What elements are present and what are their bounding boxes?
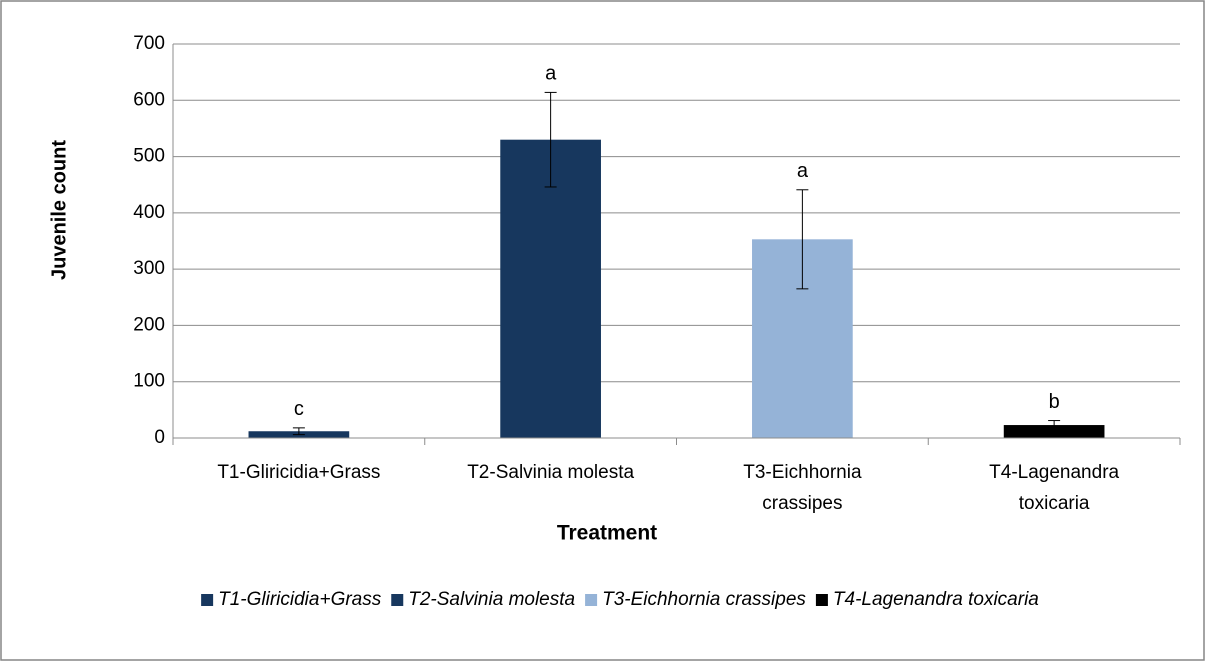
x-tick-label: T2-Salvinia molesta [467, 462, 634, 483]
legend: T1-Gliricidia+Grass T2-Salvinia molesta T3… [201, 589, 1039, 610]
legend-label: T1-Gliricidia+Grass [218, 589, 382, 610]
bar [500, 139, 601, 438]
annotation: c [294, 398, 304, 420]
legend-swatch [815, 594, 828, 606]
y-axis-label: Juvenile count [48, 140, 70, 280]
x-axis-label: Treatment [557, 522, 657, 545]
y-tick-label: 100 [133, 371, 165, 392]
annotation: a [797, 160, 809, 182]
legend-swatch [391, 594, 404, 606]
legend-label: T3-Eichhornia crassipes [602, 589, 806, 610]
legend-swatch [201, 594, 214, 606]
y-tick-label: 700 [133, 33, 165, 54]
legend-label: T2-Salvinia molesta [408, 589, 575, 610]
y-tick-label: 600 [133, 89, 165, 110]
legend-swatch [585, 594, 598, 606]
y-tick-label: 0 [154, 427, 165, 448]
x-tick-label: T1-Gliricidia+Grass [217, 462, 380, 483]
y-tick-label: 400 [133, 202, 165, 223]
y-tick-label: 300 [133, 258, 165, 279]
y-tick-label: 500 [133, 146, 165, 167]
annotation: b [1049, 391, 1060, 413]
legend-label: T4-Lagenandra toxicaria [833, 589, 1039, 610]
x-tick-label: T3-Eichhornia crassipes [743, 462, 862, 514]
y-tick-label: 200 [133, 314, 165, 335]
bar [1003, 425, 1105, 438]
x-tick-label: T4-Lagenandra toxicaria [989, 462, 1119, 514]
annotation: a [545, 63, 557, 85]
